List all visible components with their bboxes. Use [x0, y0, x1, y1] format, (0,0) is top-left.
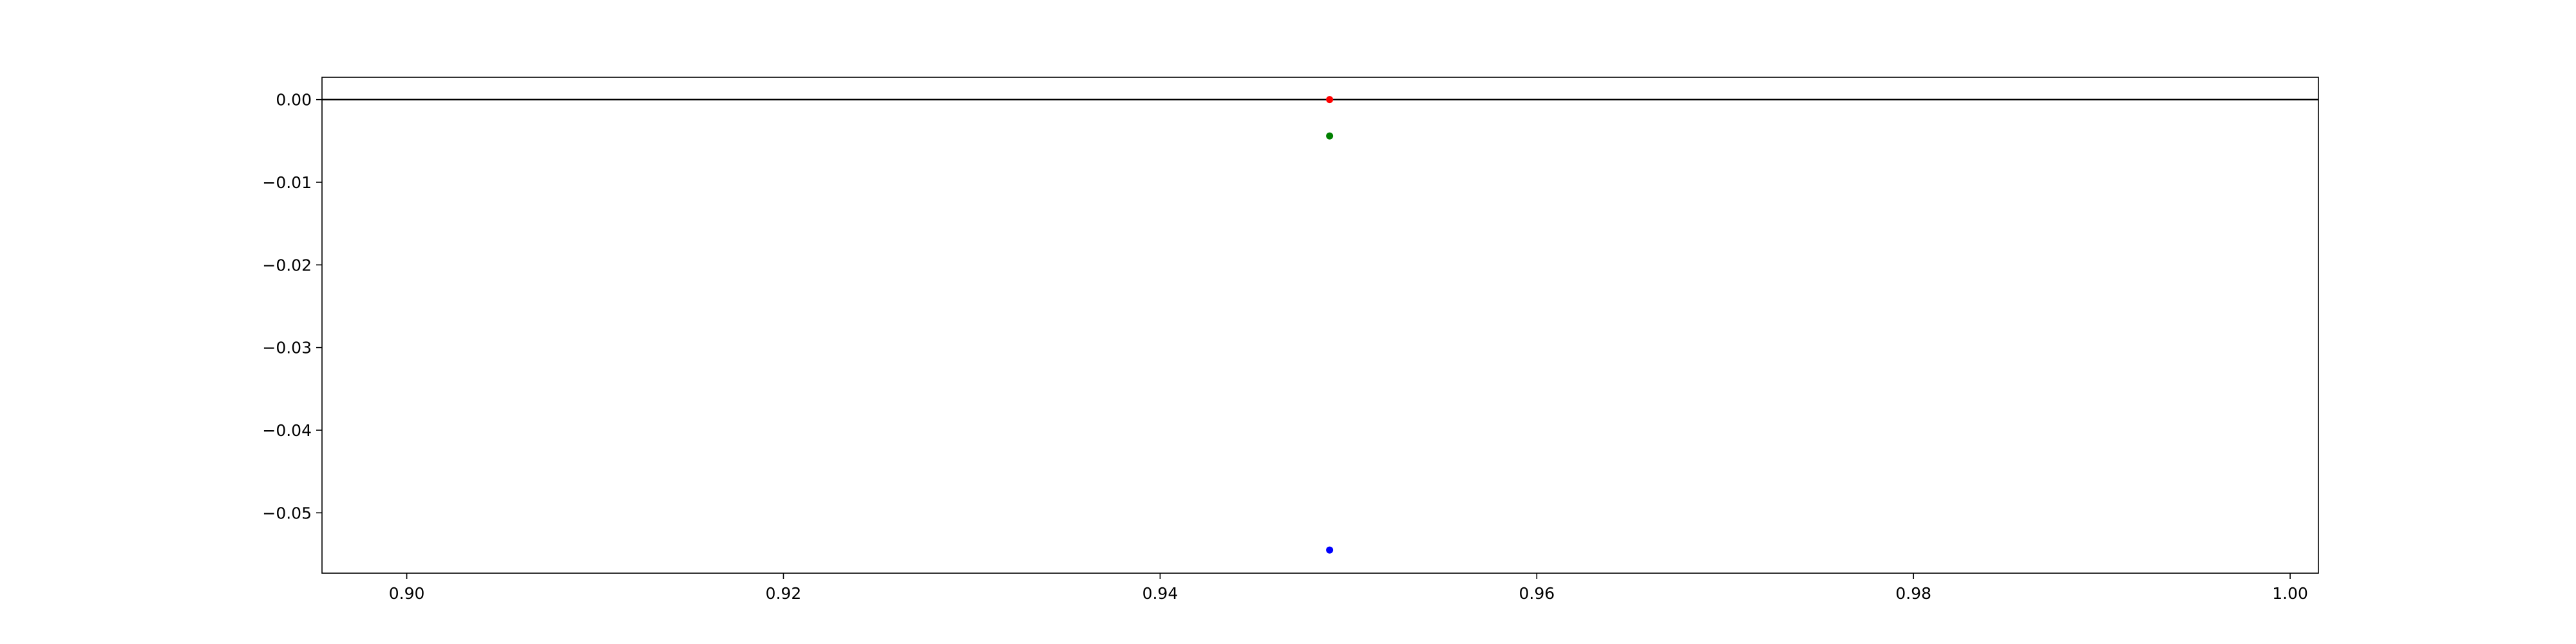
y-tick-label: 0.00: [276, 91, 312, 109]
data-point: [1326, 546, 1334, 554]
y-tick-label: −0.05: [262, 504, 312, 522]
y-axis: 0.00 −0.01 −0.02 −0.03 −0.04 −0.05: [262, 91, 322, 522]
x-tick-label: 0.90: [389, 584, 425, 603]
data-point: [1326, 96, 1334, 104]
y-tick-label: −0.01: [262, 173, 312, 192]
data-marks: [322, 96, 2318, 554]
x-tick-label: 0.98: [1895, 584, 1931, 603]
data-point: [1326, 132, 1334, 140]
y-tick-label: −0.04: [262, 421, 312, 440]
x-axis: 0.90 0.92 0.94 0.96 0.98 1.00: [389, 573, 2308, 603]
x-tick-label: 0.94: [1142, 584, 1179, 603]
x-tick-label: 1.00: [2272, 584, 2308, 603]
x-tick-label: 0.96: [1519, 584, 1555, 603]
y-tick-label: −0.02: [262, 256, 312, 274]
x-tick-label: 0.92: [766, 584, 802, 603]
plot-area: [322, 77, 2318, 573]
plot-frame: [321, 77, 2319, 574]
y-tick-label: −0.03: [262, 339, 312, 357]
